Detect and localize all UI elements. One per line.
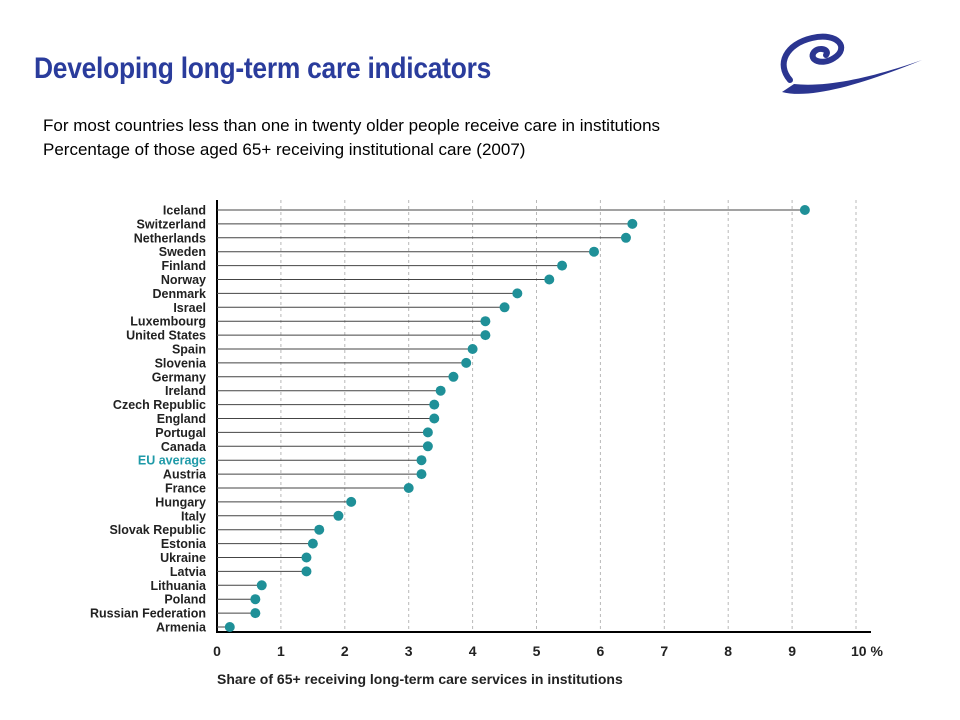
category-label: Germany <box>152 370 206 384</box>
x-tick-label: 9 <box>788 643 796 659</box>
data-point <box>589 246 600 257</box>
data-point <box>256 580 267 591</box>
category-label: United States <box>126 329 206 343</box>
category-label: Luxembourg <box>130 315 206 329</box>
data-point <box>544 274 555 285</box>
x-tick-label: 3 <box>405 643 413 659</box>
x-tick-label: 5 <box>533 643 541 659</box>
data-point <box>333 510 344 521</box>
data-point <box>499 302 510 313</box>
data-point <box>301 552 312 563</box>
category-label: Armenia <box>156 621 207 635</box>
data-point <box>448 371 459 382</box>
slide-subtitle: For most countries less than one in twen… <box>43 116 661 135</box>
category-label: Lithuania <box>150 579 207 593</box>
data-point <box>416 469 427 480</box>
x-tick-label: 10 % <box>851 643 883 659</box>
category-label: Iceland <box>163 204 206 218</box>
category-label: Denmark <box>153 287 207 301</box>
data-point <box>250 608 261 619</box>
data-point <box>224 622 235 632</box>
category-label: Latvia <box>170 565 207 579</box>
data-point <box>403 483 414 493</box>
category-label: Netherlands <box>134 231 206 245</box>
category-label: Austria <box>163 468 207 482</box>
x-tick-label: 8 <box>724 643 732 659</box>
data-point <box>435 385 446 396</box>
category-label: Spain <box>172 343 206 357</box>
data-point <box>422 441 433 452</box>
data-point <box>467 344 478 354</box>
x-tick-label: 2 <box>341 643 349 659</box>
data-point <box>422 427 433 438</box>
council-of-europe-swirl-icon <box>780 33 922 94</box>
data-point <box>620 232 631 243</box>
data-point <box>557 260 568 271</box>
data-point <box>429 413 440 424</box>
category-label: Ireland <box>165 384 206 398</box>
category-label: Estonia <box>161 537 207 551</box>
category-label: Russian Federation <box>90 607 206 621</box>
x-tick-label: 1 <box>277 643 285 659</box>
category-label: Switzerland <box>137 217 206 231</box>
category-label: England <box>157 412 206 426</box>
data-point <box>799 205 810 215</box>
category-label: Portugal <box>155 426 206 440</box>
category-label: Slovak Republic <box>109 523 206 537</box>
category-label: Norway <box>161 273 206 287</box>
category-label: Finland <box>162 259 206 273</box>
chart-description: Percentage of those aged 65+ receiving i… <box>43 140 526 159</box>
data-point <box>480 316 491 327</box>
category-label: Canada <box>161 440 207 454</box>
data-point <box>346 496 357 507</box>
category-label: Hungary <box>155 495 206 509</box>
data-point <box>416 455 427 466</box>
category-label: Slovenia <box>155 356 207 370</box>
data-point <box>461 357 472 368</box>
data-point <box>512 288 523 299</box>
category-label: Israel <box>173 301 206 315</box>
category-label: Czech Republic <box>113 398 206 412</box>
data-point <box>314 524 325 535</box>
x-tick-label: 4 <box>469 643 477 659</box>
data-point <box>627 218 638 229</box>
category-label: Ukraine <box>160 551 206 565</box>
category-label: France <box>165 482 206 496</box>
x-tick-label: 0 <box>213 643 221 659</box>
data-point <box>480 330 491 341</box>
category-label: EU average <box>138 454 206 468</box>
data-point <box>301 566 312 577</box>
category-label: Poland <box>164 593 206 607</box>
slide-title: Developing long-term care indicators <box>34 52 492 85</box>
data-point <box>429 399 440 410</box>
x-tick-label: 7 <box>660 643 668 659</box>
data-point <box>250 594 261 605</box>
data-point <box>307 538 318 549</box>
category-label: Italy <box>181 509 206 523</box>
category-label: Sweden <box>159 245 206 259</box>
x-tick-label: 6 <box>597 643 605 659</box>
x-axis-label: Share of 65+ receiving long-term care se… <box>217 671 623 687</box>
